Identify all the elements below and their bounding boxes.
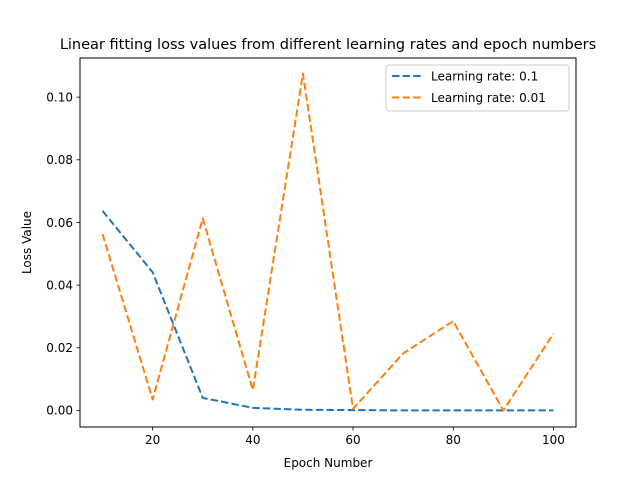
legend: Learning rate: 0.1 Learning rate: 0.01 [385,64,570,112]
x-tick-label: 80 [446,433,461,447]
legend-box [385,64,570,112]
y-tick-label: 0.04 [46,278,73,292]
x-tick-label: 60 [345,433,360,447]
legend-label-2: Learning rate: 0.01 [431,91,546,105]
y-tick-label: 0.02 [46,341,73,355]
x-tick-label: 40 [245,433,260,447]
x-axis-label: Epoch Number [284,456,373,470]
x-tick-label: 20 [145,433,160,447]
y-tick-label: 0.08 [46,153,73,167]
series-line-2 [101,72,555,412]
y-tick-label: 0.10 [46,90,73,104]
x-tick-label: 100 [542,433,565,447]
legend-label-1: Learning rate: 0.1 [431,69,538,83]
series-line-1 [101,210,554,412]
y-tick-label: 0.00 [46,404,73,418]
x-axis: 20 40 60 80 100 [145,427,565,447]
y-axis: 0.00 0.02 0.04 0.06 0.08 0.10 [46,90,80,418]
plot-frame [79,57,577,428]
y-axis-label: Loss Value [20,211,34,274]
chart-title: Linear fitting loss values from differen… [60,37,596,53]
y-tick-label: 0.06 [46,216,73,230]
plot-content [101,72,555,412]
